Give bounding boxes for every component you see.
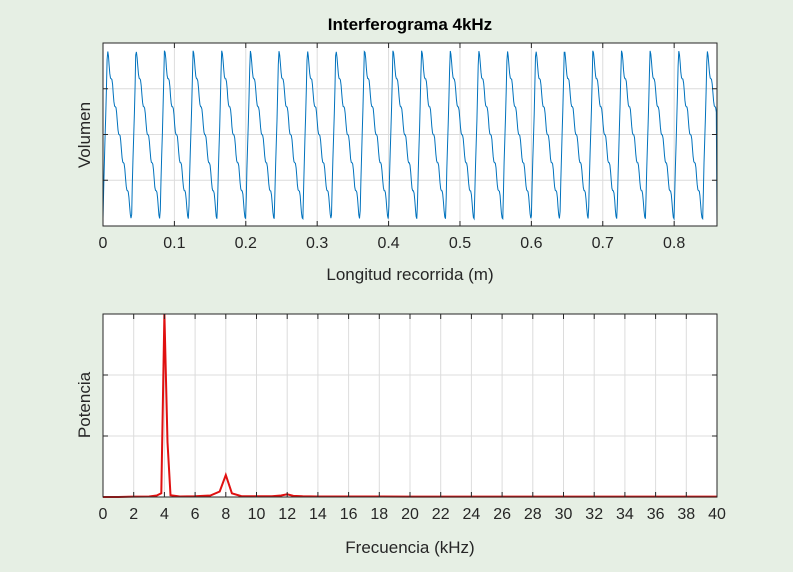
x-tick-label: 32 — [585, 506, 603, 523]
bottom-x-label: Frecuencia (kHz) — [345, 538, 474, 557]
top-signal-line — [102, 50, 718, 227]
bottom-grid — [102, 314, 718, 497]
x-tick-label: 6 — [191, 506, 200, 523]
x-tick-label: 18 — [370, 506, 388, 523]
x-tick-label: 22 — [432, 506, 450, 523]
top-y-label: Volumen — [75, 102, 94, 168]
top-x-label: Longitud recorrida (m) — [326, 265, 493, 284]
x-tick-label: 36 — [647, 506, 665, 523]
x-tick-label: 2 — [129, 506, 138, 523]
x-tick-label: 0.7 — [592, 235, 614, 252]
x-tick-label: 0.8 — [663, 235, 685, 252]
x-tick-label: 4 — [160, 506, 169, 523]
x-tick-label: 26 — [493, 506, 511, 523]
x-tick-label: 24 — [463, 506, 481, 523]
x-tick-label: 0 — [99, 506, 108, 523]
x-tick-label: 0.6 — [520, 235, 542, 252]
x-tick-label: 0.2 — [235, 235, 257, 252]
top-axes: 0 0.1 0.2 0.3 0.4 0.5 0.6 0.7 0.8 Interferograma… — [75, 15, 718, 284]
x-tick-label: 0 — [99, 235, 108, 252]
x-tick-label: 30 — [555, 506, 573, 523]
x-tick-label: 12 — [278, 506, 296, 523]
x-tick-label: 10 — [248, 506, 266, 523]
top-ticks: 0 0.1 0.2 0.3 0.4 0.5 0.6 0.7 0.8 — [99, 43, 717, 252]
x-tick-label: 0.1 — [163, 235, 185, 252]
x-tick-label: 0.5 — [449, 235, 471, 252]
bottom-y-label: Potencia — [75, 371, 94, 438]
x-tick-label: 20 — [401, 506, 419, 523]
x-tick-label: 0.3 — [306, 235, 328, 252]
bottom-axes: 0 2 4 6 8 10 12 14 16 18 20 22 24 26 28 30 32 34 36 38 40 Fr… — [75, 313, 726, 557]
x-tick-label: 14 — [309, 506, 327, 523]
x-tick-label: 28 — [524, 506, 542, 523]
x-tick-label: 0.4 — [377, 235, 399, 252]
x-tick-label: 8 — [221, 506, 230, 523]
x-tick-label: 38 — [677, 506, 695, 523]
x-tick-label: 34 — [616, 506, 634, 523]
x-tick-label: 16 — [340, 506, 358, 523]
top-title: Interferograma 4kHz — [328, 15, 492, 34]
x-tick-label: 40 — [708, 506, 726, 523]
bottom-ticks: 0 2 4 6 8 10 12 14 16 18 20 22 24 26 28 30 32 34 36 38 40 — [99, 314, 726, 523]
